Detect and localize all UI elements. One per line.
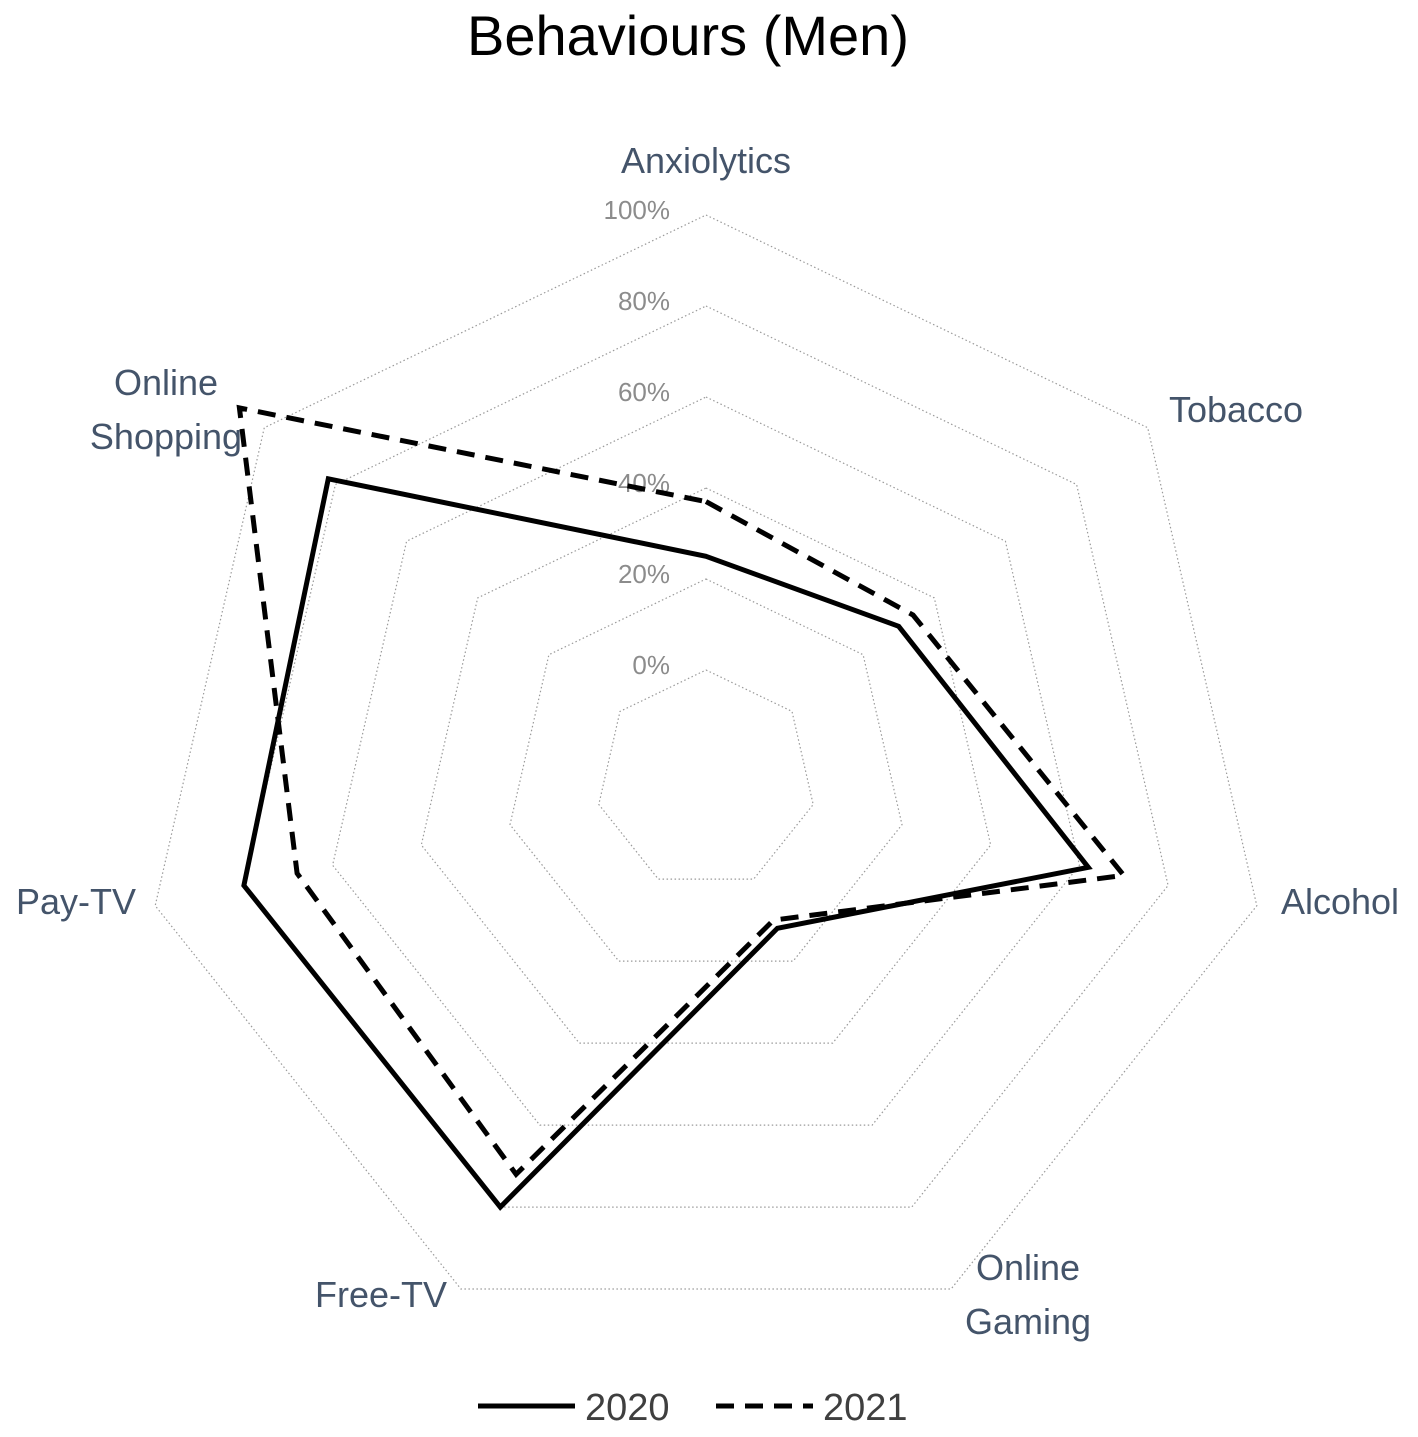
- tick-label-5: 100%: [604, 195, 671, 225]
- tick-label-0: 0%: [632, 650, 670, 680]
- grid-ring-1: [509, 578, 903, 962]
- legend-item-2020[interactable]: 2020: [478, 1387, 670, 1429]
- tick-label-1: 20%: [618, 559, 670, 589]
- chart-title: Behaviours (Men): [467, 4, 909, 67]
- tick-label-4: 80%: [618, 286, 670, 316]
- legend-item-2021[interactable]: 2021: [716, 1387, 908, 1429]
- grid-ring-0: [598, 669, 814, 880]
- legend-label-2021: 2021: [823, 1387, 908, 1429]
- tick-label-3: 60%: [618, 377, 670, 407]
- grid-ring-2: [420, 487, 992, 1044]
- category-label-online-shopping: Online Shopping: [90, 362, 242, 457]
- grid-ring-3: [331, 396, 1081, 1126]
- legend-label-2020: 2020: [585, 1387, 670, 1429]
- series-line-2020: [241, 475, 1093, 1211]
- radial-tick-labels: 0%20%40%60%80%100%: [604, 195, 671, 680]
- series-lines: [236, 404, 1129, 1211]
- grid-ring-5: [154, 214, 1258, 1290]
- category-label-anxiolytics: Anxiolytics: [621, 140, 791, 181]
- category-label-free-tv: Free-TV: [315, 1274, 447, 1315]
- series-line-2021: [236, 404, 1129, 1179]
- category-label-tobacco: Tobacco: [1169, 389, 1303, 430]
- radar-grid: [154, 214, 1258, 1290]
- legend: 2020 2021: [478, 1387, 908, 1429]
- category-labels: Anxiolytics Tobacco Alcohol Online Gaming Fre…: [16, 140, 1399, 1342]
- category-label-online-gaming: Online Gaming: [965, 1247, 1091, 1342]
- category-label-alcohol: Alcohol: [1281, 881, 1399, 922]
- category-label-pay-tv: Pay-TV: [16, 881, 136, 922]
